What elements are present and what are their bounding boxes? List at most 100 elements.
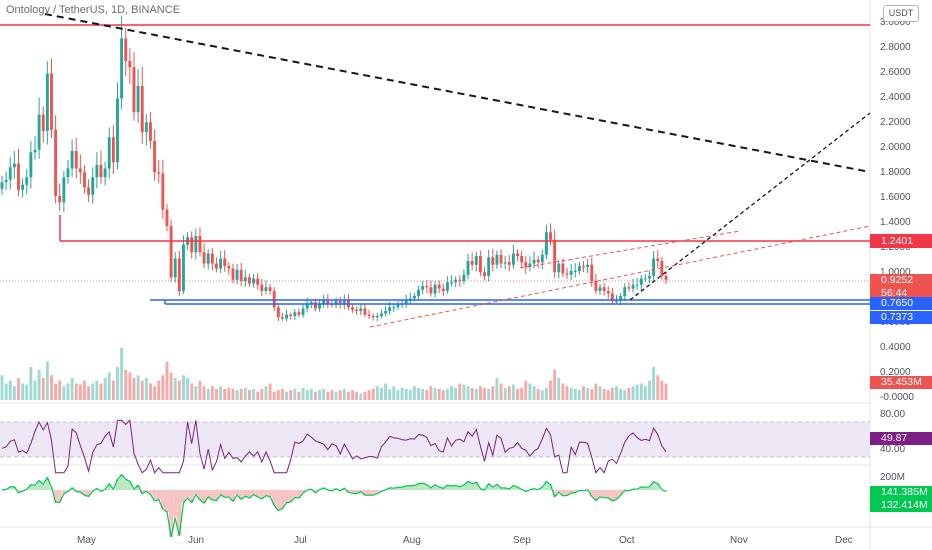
candle-body <box>433 284 437 294</box>
macd-histogram-bar <box>387 487 392 490</box>
trend-channel-lower[interactable] <box>369 225 871 328</box>
volume-bar <box>132 378 136 400</box>
macd-histogram-bar <box>362 490 367 496</box>
macd-histogram-bar <box>350 490 355 494</box>
candle-body <box>367 314 371 316</box>
volume-bar <box>342 389 346 400</box>
candle-body <box>301 308 305 315</box>
volume-bar <box>285 391 289 400</box>
macd-histogram-bar <box>115 479 120 490</box>
candle-body <box>458 279 462 281</box>
symbol-title[interactable]: Ontology / TetherUS, 1D, BINANCE <box>6 4 180 16</box>
volume-bar <box>50 375 53 400</box>
volume-bar <box>99 383 103 400</box>
volume-bar <box>656 375 660 400</box>
price-axis-label: 2.2000 <box>880 117 911 128</box>
macd-line <box>1 473 667 538</box>
candle-body <box>285 314 289 319</box>
volume-bar <box>355 391 359 400</box>
volume-bar <box>602 389 606 400</box>
macd-histogram-bar <box>432 484 438 490</box>
candle-body <box>351 307 355 310</box>
candle-body <box>177 258 181 291</box>
volume-bar <box>29 367 33 400</box>
candle-body <box>635 284 639 286</box>
macd-histogram-bar <box>399 487 405 490</box>
candle-body <box>549 232 552 240</box>
macd-histogram-bar <box>255 490 260 497</box>
volume-bar <box>520 387 524 400</box>
time-axis-label: Oct <box>619 535 635 546</box>
volume-bar <box>445 389 449 400</box>
volume-bar <box>441 390 445 400</box>
candle-body <box>157 172 161 174</box>
macd-histogram-bar <box>140 490 145 494</box>
rsi-axis-upper: 80.00 <box>880 409 905 420</box>
price-axis-label: 1.6000 <box>880 192 911 203</box>
macd-histogram-bar <box>127 481 132 490</box>
candle-body <box>338 301 342 305</box>
macd-histogram-bar <box>470 483 475 490</box>
candle-body <box>326 299 330 304</box>
macd-histogram-bar <box>268 490 273 497</box>
candle-body <box>623 287 627 296</box>
volume-bar <box>239 389 243 400</box>
macd-histogram-bar <box>61 490 66 494</box>
volume-bar <box>346 391 350 400</box>
price-axis-label: 2.6000 <box>880 67 911 78</box>
volume-value-tag: 35.453M <box>870 376 932 389</box>
volume-bar <box>586 387 590 400</box>
candle-body <box>37 114 41 150</box>
volume-bar <box>553 369 557 400</box>
macd-histogram-bar <box>235 490 240 496</box>
time-axis-label: May <box>77 535 96 546</box>
candle-body <box>140 86 144 133</box>
volume-bar <box>478 386 482 400</box>
candle-body <box>165 209 169 226</box>
candle-body <box>289 314 293 316</box>
candle-body <box>491 257 495 265</box>
volume-bar <box>45 361 49 400</box>
candle-body <box>182 244 185 291</box>
macd-histogram-bar <box>226 490 231 498</box>
macd-histogram-bar <box>41 484 46 490</box>
price-axis-label: 2.0000 <box>880 142 911 153</box>
volume-bar <box>66 383 70 400</box>
volume-bar <box>425 390 429 400</box>
volume-bar <box>429 386 433 400</box>
macd-histogram-bar <box>531 488 537 490</box>
macd-histogram-bar <box>222 490 227 498</box>
volume-bar <box>116 367 119 400</box>
trend-channel-upper[interactable] <box>519 230 741 269</box>
macd-histogram-bar <box>540 487 545 490</box>
macd-histogram-bar <box>449 485 454 490</box>
trend-line-projection[interactable] <box>629 112 871 301</box>
volume-bar <box>169 372 173 400</box>
macd-histogram-bar <box>371 490 376 496</box>
macd-histogram-bar <box>160 490 165 509</box>
macd-histogram-bar <box>548 484 553 490</box>
trend-line-downtrend[interactable] <box>44 13 871 173</box>
currency-button[interactable]: USDT <box>883 5 919 22</box>
price-axis[interactable]: 3.0000 2.8000 2.6000 2.4000 2.2000 2.0000 1.80… <box>880 17 914 403</box>
macd-histogram-bar <box>474 482 479 490</box>
candle-body <box>99 164 103 178</box>
volume-bar <box>41 378 45 400</box>
volume-bar <box>367 390 371 400</box>
candle-body <box>462 274 466 281</box>
macd-histogram-bar <box>457 486 462 490</box>
candle-body <box>392 307 396 309</box>
candle-body <box>470 261 474 265</box>
time-axis[interactable]: May Jun Jul Aug Sep Oct Nov Dec <box>77 535 853 546</box>
candle-body <box>309 302 313 304</box>
candle-body <box>379 313 383 316</box>
macd-histogram-bar <box>655 483 660 490</box>
macd-histogram-bar <box>564 490 570 496</box>
macd-histogram-bar <box>148 490 153 495</box>
volume-bar <box>227 387 231 400</box>
candle-body <box>227 266 231 269</box>
volume-bar <box>536 389 540 400</box>
macd-histogram-bar <box>230 490 236 502</box>
candle-body <box>144 122 148 133</box>
